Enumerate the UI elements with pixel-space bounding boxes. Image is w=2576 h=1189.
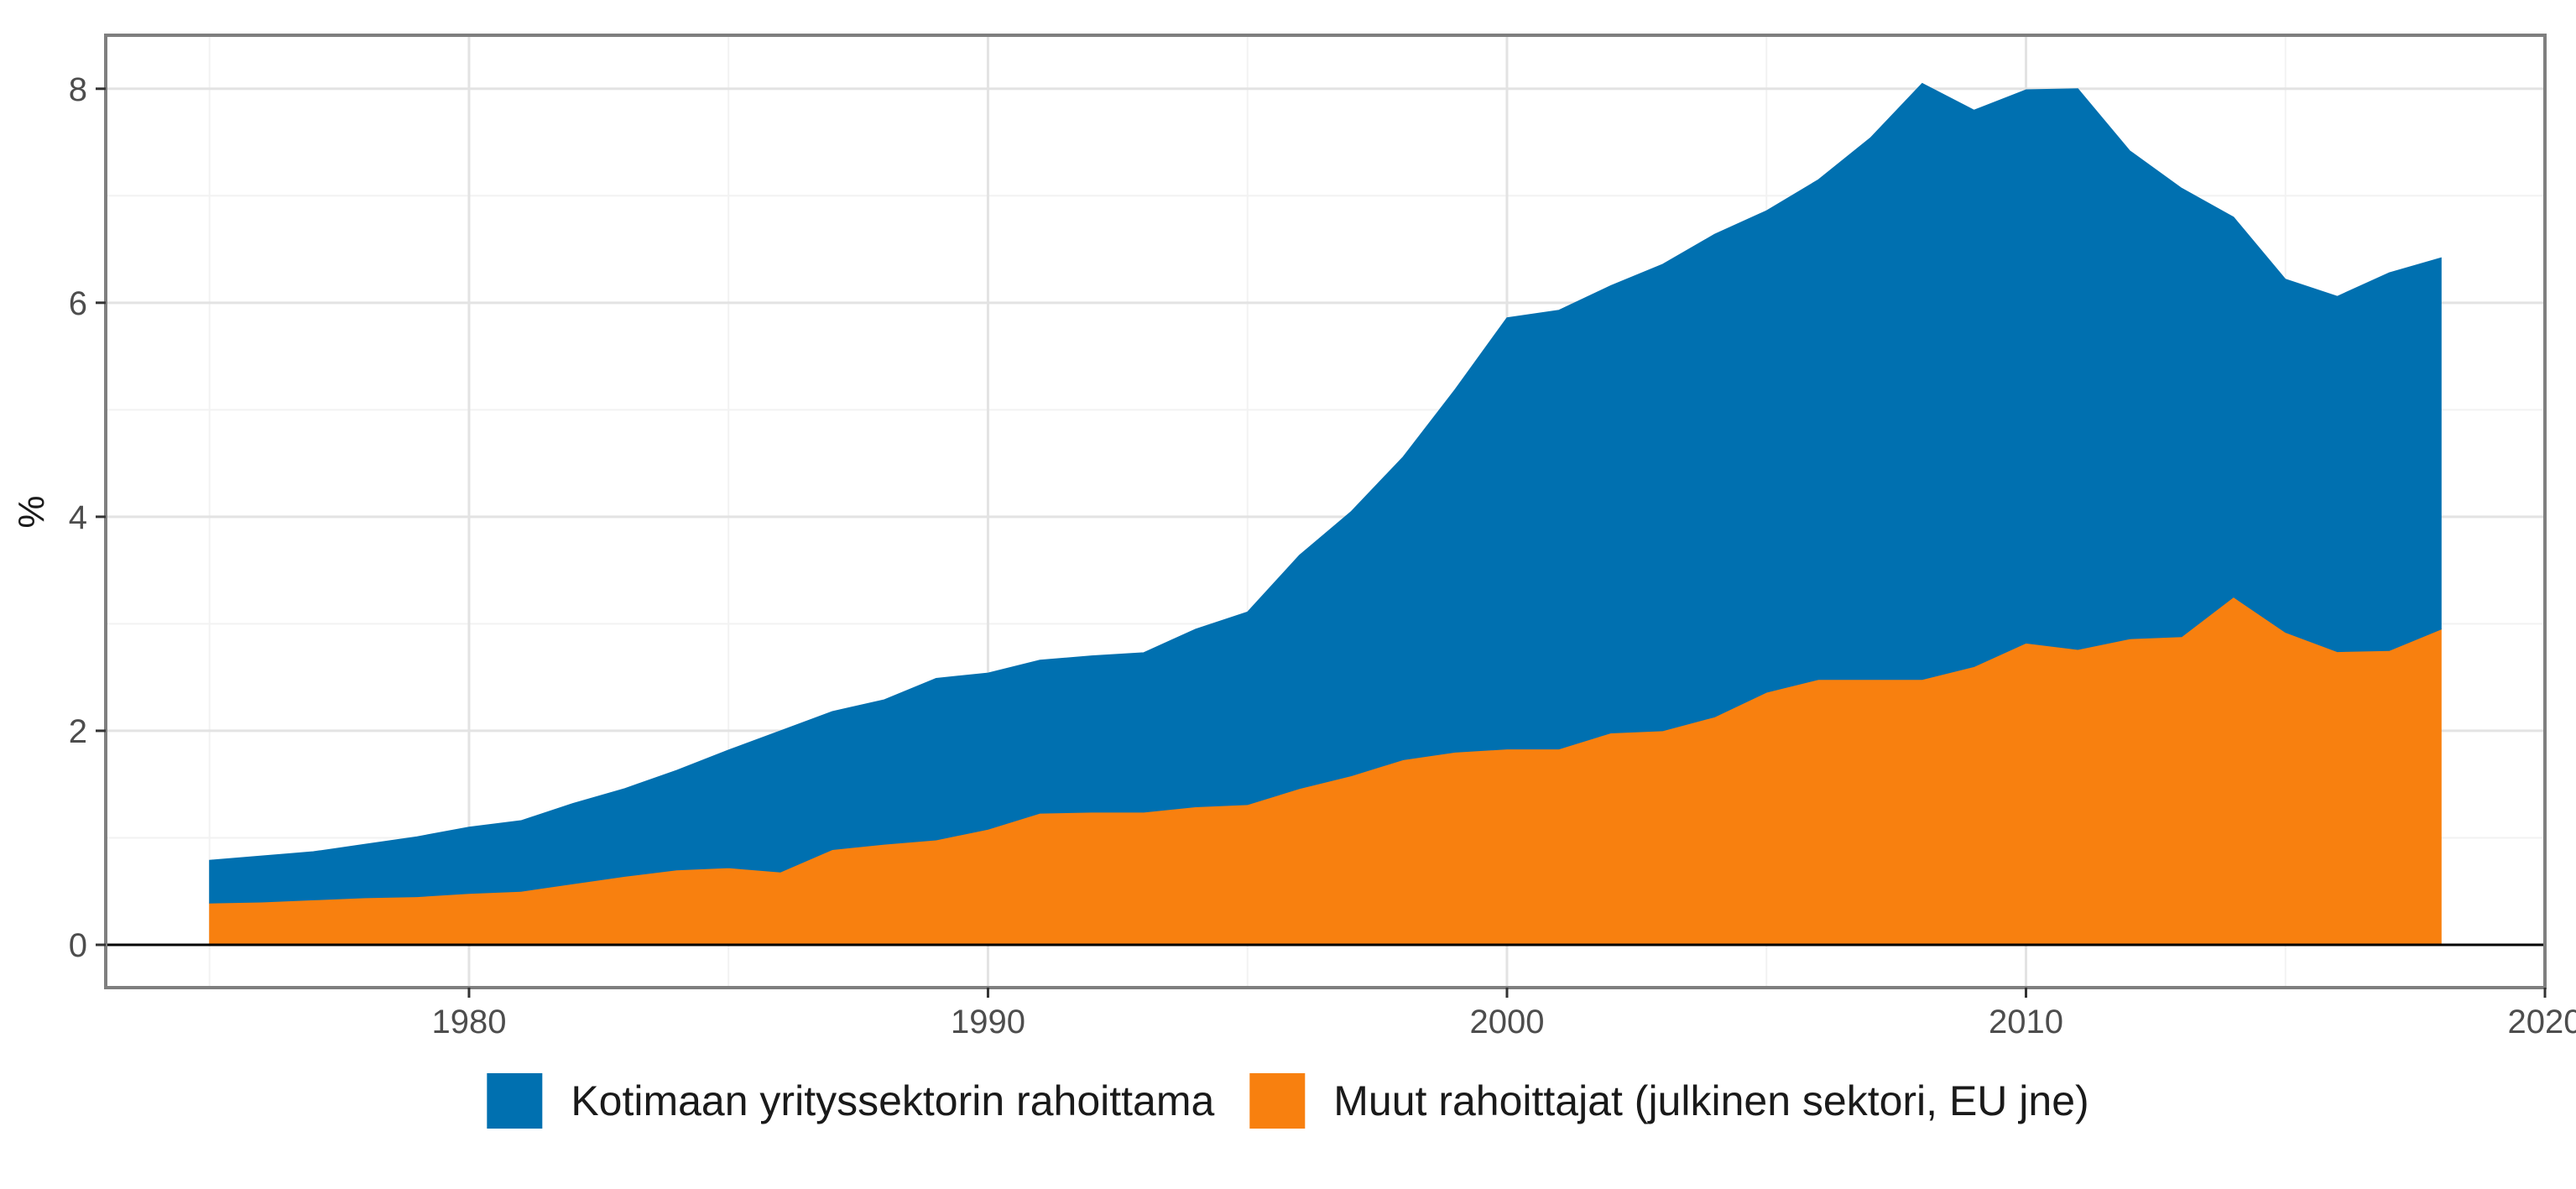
legend-label: Kotimaan yrityssektorin rahoittama — [571, 1077, 1214, 1124]
y-tick-label: 6 — [69, 285, 87, 322]
y-tick-label: 4 — [69, 499, 87, 536]
x-tick-label: 2020 — [2508, 1004, 2576, 1040]
x-tick-label: 2010 — [1989, 1004, 2063, 1040]
x-tick-label: 1980 — [431, 1004, 506, 1040]
legend-label: Muut rahoittajat (julkinen sektori, EU j… — [1333, 1077, 2088, 1124]
area-series-1 — [209, 82, 2442, 904]
legend: Kotimaan yrityssektorin rahoittama Muut r… — [487, 1073, 2089, 1129]
y-axis-title: % — [11, 495, 52, 528]
y-tick-label: 0 — [69, 927, 87, 964]
y-tick-label: 8 — [69, 71, 87, 108]
x-tick-label: 2000 — [1469, 1004, 1544, 1040]
legend-item: Muut rahoittajat (julkinen sektori, EU j… — [1249, 1073, 2089, 1129]
x-tick-label: 1990 — [951, 1004, 1025, 1040]
plot-border — [104, 34, 2547, 989]
legend-item: Kotimaan yrityssektorin rahoittama — [487, 1073, 1214, 1129]
legend-key — [487, 1073, 543, 1129]
axis-ticks: 0 2 4 6 8 1980 1990 2000 2010 2020 — [69, 71, 2576, 1040]
legend-key — [1249, 1073, 1306, 1129]
y-tick-label: 2 — [69, 713, 87, 750]
